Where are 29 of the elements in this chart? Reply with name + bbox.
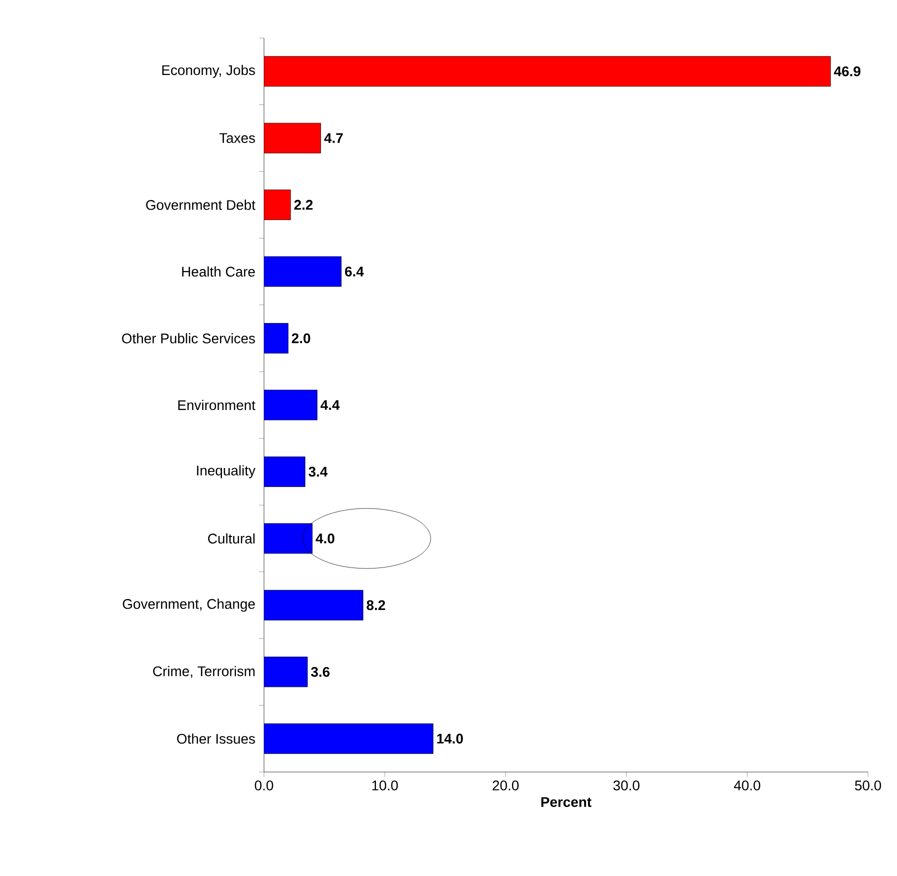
y-tick-label: Other Public Services xyxy=(122,333,255,344)
y-tick-label: Cultural xyxy=(208,533,255,544)
x-tick-label: 0.0 xyxy=(254,780,274,790)
data-label: 3.4 xyxy=(308,466,328,477)
y-tick-label: Health Care xyxy=(182,266,255,277)
x-tick-label: 20.0 xyxy=(492,780,519,790)
y-tick-label: Environment xyxy=(178,400,256,410)
data-label: 4.7 xyxy=(324,133,343,143)
x-tick-label: 30.0 xyxy=(613,780,640,790)
x-axis-title: Percent xyxy=(541,797,592,807)
x-tick-label: 10.0 xyxy=(372,780,398,790)
x-tick-label: 50.0 xyxy=(854,780,882,790)
y-tick-label: Crime, Terrorism xyxy=(153,666,255,678)
y-tick-label: Government Debt xyxy=(146,200,256,210)
y-tick-label: Inequality xyxy=(197,465,256,478)
y-tick-label: Other Issues xyxy=(177,734,255,744)
y-tick-label: Economy, Jobs xyxy=(162,64,255,78)
x-tick-label: 40.0 xyxy=(734,780,760,790)
data-label: 3.6 xyxy=(311,666,330,677)
data-label: 6.4 xyxy=(345,266,364,276)
data-label: 4.4 xyxy=(320,400,340,410)
data-label: 8.2 xyxy=(366,600,386,610)
y-tick-label: Taxes xyxy=(219,133,255,143)
data-label: 14.0 xyxy=(437,734,463,744)
data-label: 46.9 xyxy=(834,66,860,76)
data-label: 2.2 xyxy=(294,200,313,210)
data-label: 4.0 xyxy=(316,534,334,544)
y-tick-label: Government, Change xyxy=(122,598,255,612)
data-label: 2.0 xyxy=(292,333,310,344)
